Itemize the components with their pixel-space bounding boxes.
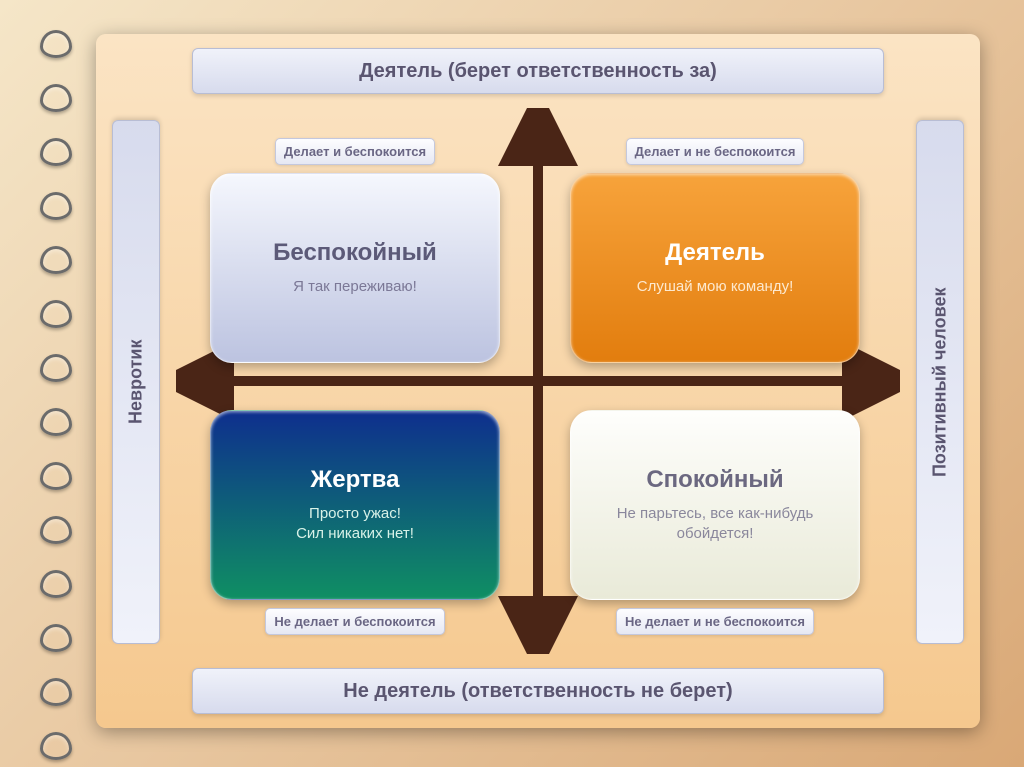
- quadrant-title: Спокойный: [646, 466, 783, 494]
- quadrant-subtitle: Слушай мою команду!: [637, 277, 794, 297]
- quadrant-tag: Делает и не беспокоится: [626, 138, 805, 165]
- quadrant-title: Деятель: [665, 239, 765, 267]
- quadrant-subtitle: Не парьтесь, все как-нибудь обойдется!: [585, 504, 845, 545]
- quadrant-tag: Не делает и беспокоится: [265, 608, 444, 635]
- quadrant-tag: Не делает и не беспокоится: [616, 608, 814, 635]
- axis-label-right: Позитивный человек: [916, 120, 964, 644]
- quadrant-tile-doer: Деятель Слушай мою команду!: [570, 173, 860, 363]
- axis-label-left: Невротик: [112, 120, 160, 644]
- quadrant-top-right: Делает и не беспокоится Деятель Слушай м…: [570, 138, 860, 363]
- quadrant-title: Беспокойный: [273, 239, 437, 267]
- axis-label-top: Деятель (берет ответственность за): [192, 48, 884, 94]
- quadrant-subtitle: Просто ужас! Сил никаких нет!: [296, 504, 414, 545]
- spiral-binding: [40, 30, 70, 730]
- diagram-card: Деятель (берет ответственность за) Не де…: [96, 34, 980, 728]
- quadrant-tag: Делает и беспокоится: [275, 138, 435, 165]
- quadrant-subtitle: Я так переживаю!: [293, 277, 417, 297]
- quadrant-tile-anxious: Беспокойный Я так переживаю!: [210, 173, 500, 363]
- quadrant-title: Жертва: [311, 466, 400, 494]
- quadrant-bottom-right: Спокойный Не парьтесь, все как-нибудь об…: [570, 402, 860, 635]
- quadrant-bottom-left: Жертва Просто ужас! Сил никаких нет! Не …: [210, 402, 500, 635]
- quadrant-top-left: Делает и беспокоится Беспокойный Я так п…: [210, 138, 500, 363]
- quadrant-tile-calm: Спокойный Не парьтесь, все как-нибудь об…: [570, 410, 860, 600]
- page: Деятель (берет ответственность за) Не де…: [0, 0, 1024, 767]
- quadrant-tile-victim: Жертва Просто ужас! Сил никаких нет!: [210, 410, 500, 600]
- axis-label-bottom: Не деятель (ответственность не берет): [192, 668, 884, 714]
